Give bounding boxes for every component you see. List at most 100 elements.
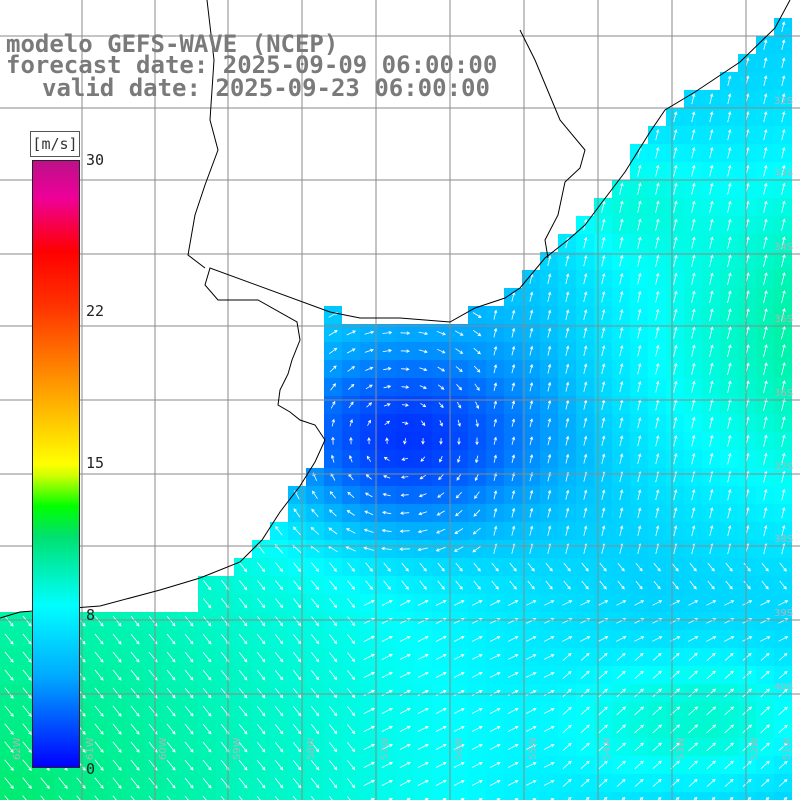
coastline [0, 0, 791, 619]
wind-arrow [563, 562, 571, 572]
wind-arrow [634, 600, 645, 606]
wind-arrow [401, 367, 410, 371]
wind-arrow [493, 490, 498, 500]
wind-arrow [421, 438, 425, 445]
wind-arrow [420, 420, 426, 427]
wind-arrow [525, 744, 537, 750]
wind-arrow [601, 290, 606, 303]
wind-arrow [547, 327, 552, 338]
wind-arrow [724, 670, 734, 680]
wind-arrow [310, 760, 320, 771]
wind-arrow [583, 291, 588, 303]
wind-arrow [331, 436, 335, 445]
wind-arrow [256, 759, 266, 771]
wind-arrow [760, 706, 770, 716]
wind-arrow [202, 705, 212, 717]
wind-arrow [94, 669, 104, 681]
wind-arrow [763, 506, 768, 519]
wind-arrow [256, 723, 266, 735]
wind-arrow [688, 670, 698, 680]
wind-arrow [547, 417, 552, 428]
wind-arrow [438, 474, 444, 481]
wind-arrow [478, 798, 483, 800]
wind-arrow [238, 651, 248, 663]
wind-arrow [435, 600, 447, 606]
wind-arrow [637, 525, 642, 536]
wind-arrow [437, 580, 445, 590]
wind-arrow [724, 724, 735, 734]
wind-arrow [653, 562, 661, 572]
wind-arrow [399, 529, 410, 533]
wind-arrow [727, 362, 732, 375]
wind-arrow [238, 580, 248, 591]
wind-arrow [40, 777, 50, 789]
wind-arrow [637, 453, 642, 465]
wind-arrow [166, 615, 176, 627]
colorbar-unit-label: [m/s] [30, 131, 80, 157]
wind-arrow [529, 400, 534, 410]
wind-arrow [545, 580, 553, 590]
wind-arrow [292, 634, 302, 645]
wind-arrow [598, 670, 608, 679]
wind-arrow [474, 473, 479, 482]
wind-arrow [511, 454, 516, 463]
wind-arrow [184, 777, 194, 789]
wind-arrow [112, 687, 122, 699]
wind-arrow [635, 580, 643, 590]
wind-arrow [238, 687, 248, 699]
wind-arrow [688, 778, 698, 787]
wind-arrow [364, 348, 374, 353]
wind-arrow [4, 633, 14, 645]
wind-arrow [601, 417, 606, 428]
wind-arrow [346, 796, 351, 800]
wind-arrow [455, 509, 463, 517]
wind-arrow [490, 636, 501, 642]
wind-arrow [348, 401, 354, 409]
wind-arrow [328, 796, 333, 800]
wind-arrow [202, 633, 212, 645]
wind-arrow [455, 348, 464, 354]
wind-arrow [112, 723, 122, 735]
wind-arrow [385, 437, 389, 444]
wind-arrow [220, 795, 225, 800]
wind-speed-cell [0, 792, 18, 800]
wind-arrow [778, 778, 788, 787]
wind-arrow [763, 218, 768, 231]
wind-arrow [473, 365, 481, 373]
wind-arrow [493, 364, 498, 374]
wind-arrow [274, 706, 284, 717]
wind-arrow [691, 218, 696, 231]
wind-arrow [507, 708, 519, 714]
wind-arrow [310, 526, 320, 535]
wind-arrow [724, 600, 735, 606]
wind-arrow [763, 93, 768, 105]
wind-arrow [779, 562, 787, 572]
forecast-date: forecast date: 2025-09-09 06:00:00 [6, 51, 498, 79]
wind-arrow [329, 509, 337, 517]
wind-speed-cell [234, 792, 252, 800]
wind-arrow [547, 435, 552, 446]
wind-arrow [330, 400, 336, 409]
wind-arrow [274, 616, 284, 627]
lon-label: 51W [782, 737, 793, 760]
wind-arrow [709, 344, 714, 357]
colorbar-tick-8: 8 [86, 606, 96, 624]
wind-arrow [399, 707, 411, 714]
wind-arrow [583, 489, 588, 500]
wind-arrow [763, 434, 768, 447]
wind-arrow [401, 385, 410, 389]
wind-arrow [328, 330, 338, 336]
wind-arrow [601, 272, 606, 285]
wind-arrow [691, 416, 696, 429]
wind-arrow [727, 398, 732, 411]
wind-arrow [381, 725, 393, 732]
wind-arrow [274, 777, 284, 789]
wind-arrow [781, 111, 786, 123]
wind-arrow [547, 525, 552, 536]
wind-arrow [619, 435, 624, 447]
wind-arrow [493, 382, 498, 391]
wind-arrow [292, 778, 302, 789]
wind-arrow [347, 670, 356, 681]
wind-arrow [399, 725, 411, 732]
